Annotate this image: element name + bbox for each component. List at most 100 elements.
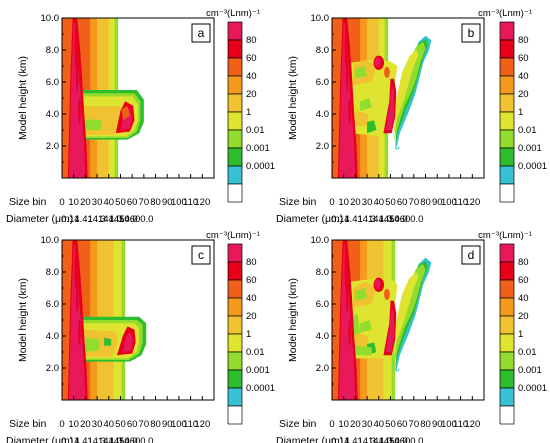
x-tick-label: 70 [139, 419, 150, 430]
x-tick-label: 90 [162, 197, 173, 208]
contour-region [339, 243, 356, 400]
contour-region [374, 57, 381, 67]
colorbar-segment [499, 279, 515, 299]
colorbar-segment [227, 261, 243, 281]
colorbar-segment [227, 183, 243, 203]
diameter-tick-label: 14600.0 [389, 214, 423, 225]
diameter-tick-label: 1.41 [344, 214, 363, 225]
colorbar-segment [227, 297, 243, 317]
x-tick-label: 100 [171, 197, 187, 208]
contour-region [74, 244, 78, 290]
panel-label: d [468, 248, 475, 262]
x-tick-label: 50 [115, 419, 126, 430]
contour-region [348, 320, 351, 346]
colorbar-segment [227, 57, 243, 77]
colorbar-segment [499, 387, 515, 407]
y-tick-label: 10.0 [311, 13, 330, 24]
colorbar-level: 0.0001 [246, 161, 275, 172]
colorbar-level: 20 [246, 311, 257, 322]
x-tick-label: 40 [103, 197, 114, 208]
contour-region [346, 281, 349, 314]
contour-region [355, 288, 368, 301]
diameter-tick-label: 144.0 [368, 436, 392, 443]
contour-region [355, 332, 369, 349]
colorbar-level: 60 [518, 275, 529, 286]
colorbar-level: 0.01 [246, 125, 265, 136]
contour-region [104, 337, 112, 346]
colorbar-level: 0.001 [518, 365, 542, 376]
contour-field [332, 18, 484, 178]
x-tick-label: 110 [183, 197, 198, 208]
colorbar: cm⁻³(Lnm)⁻¹ 80 60 40 20 1 0.01 0.001 0.0001 [478, 8, 547, 203]
x-tick-label: 0 [329, 197, 334, 208]
diameter-tick-label: 144.0 [98, 214, 122, 225]
contour-region [76, 281, 79, 314]
colorbar-segment [227, 39, 243, 59]
diameter-axis-label: Diameter (μm) [6, 213, 73, 225]
x-tick-label: 10 [68, 197, 79, 208]
contour-region [355, 345, 372, 356]
colorbar-segment [227, 21, 243, 41]
y-axis-label: Model height (km) [17, 278, 29, 362]
colorbar-level: 1 [246, 107, 251, 118]
diameter-tick-label: 1450.0 [109, 436, 138, 443]
contour-region [76, 59, 79, 92]
colorbar-level: 40 [246, 71, 257, 82]
x-tick-label: 120 [464, 419, 480, 430]
contour-field [62, 240, 214, 400]
diameter-tick-label: 0.14 [61, 214, 80, 225]
colorbar-segment [227, 243, 243, 263]
colorbar-level: 20 [246, 89, 257, 100]
diameter-tick-label: 1450.0 [379, 436, 408, 443]
panel-label: c [198, 248, 204, 262]
x-tick-label: 90 [432, 197, 443, 208]
colorbar-level: 80 [246, 35, 257, 46]
x-tick-label: 60 [127, 197, 138, 208]
colorbar-level: 40 [518, 293, 529, 304]
x-tick-label: 50 [115, 197, 126, 208]
contour-region [85, 337, 100, 352]
x-tick-label: 80 [150, 419, 161, 430]
colorbar-segment [227, 405, 243, 425]
colorbar-level: 0.0001 [518, 161, 547, 172]
contour-region [385, 85, 394, 130]
y-tick-label: 4.0 [46, 109, 59, 120]
y-tick-label: 2.0 [46, 363, 59, 374]
colorbar-segment [499, 93, 515, 113]
colorbar-segment [227, 165, 243, 185]
contour-region [122, 332, 134, 352]
colorbar-segment [227, 387, 243, 407]
panel-label: b [468, 26, 475, 40]
contour-region [348, 272, 419, 362]
x-tick-label: 90 [162, 419, 173, 430]
contour-region [367, 120, 377, 134]
x-tick-label: 0 [59, 419, 64, 430]
x-tick-label: 30 [92, 419, 103, 430]
y-axis-label: Model height (km) [287, 278, 299, 362]
colorbar-segment [499, 129, 515, 149]
contour-region [384, 288, 390, 300]
colorbar-level: 1 [518, 107, 523, 118]
contour-region [69, 21, 86, 178]
diameter-tick-label: 1.41 [74, 214, 93, 225]
colorbar-segment [499, 21, 515, 41]
diameter-tick-label: 0.14 [61, 436, 80, 443]
y-tick-label: 8.0 [46, 45, 59, 56]
colorbar-segment [227, 369, 243, 389]
colorbar-level: 40 [518, 71, 529, 82]
contour-region [346, 59, 349, 92]
y-tick-label: 10.0 [41, 235, 60, 246]
x-tick-label: 120 [194, 419, 210, 430]
contour-region [374, 279, 381, 289]
x-tick-label: 70 [409, 197, 420, 208]
diameter-tick-label: 1450.0 [379, 214, 408, 225]
colorbar-level: 60 [246, 53, 257, 64]
x-tick-label: 100 [171, 419, 187, 430]
diameter-tick-label: 1450.0 [109, 214, 138, 225]
panel-label-box [191, 245, 211, 265]
colorbar-level: 0.01 [246, 347, 265, 358]
x-tick-label: 10 [68, 419, 79, 430]
colorbar-level: 20 [518, 89, 529, 100]
